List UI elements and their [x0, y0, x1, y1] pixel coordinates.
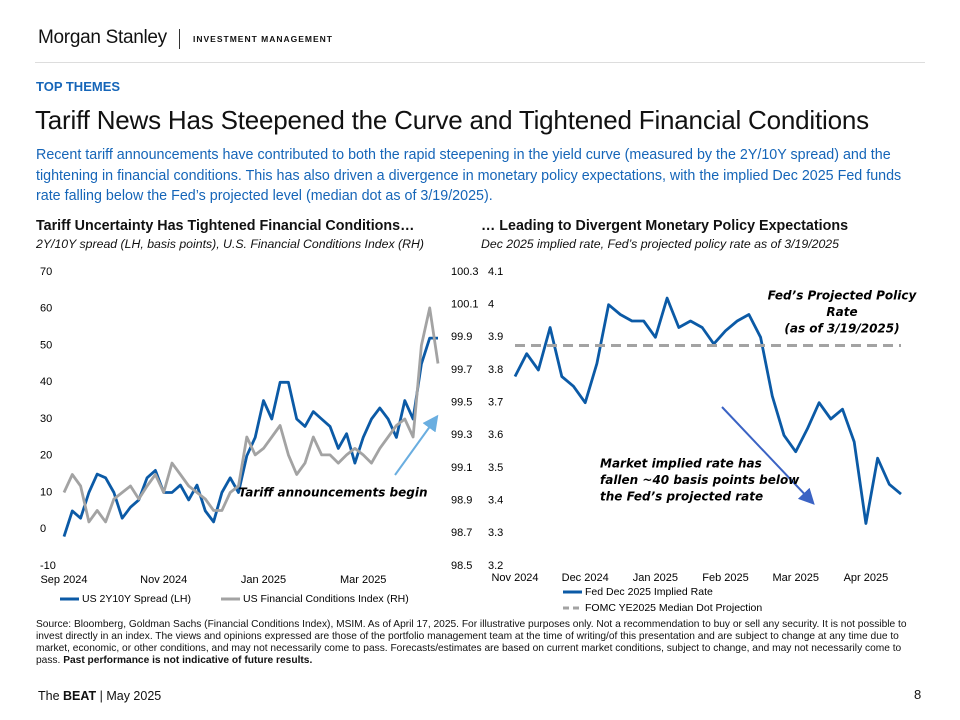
- x-tick-label: Mar 2025: [340, 574, 386, 586]
- x-tick-label: Nov 2024: [491, 572, 538, 584]
- annotation: Tariff announcements begin: [238, 486, 427, 500]
- y2-tick-label: 100.3: [451, 266, 479, 278]
- y2-tick-label: 99.7: [451, 364, 472, 376]
- y-tick-label: 70: [40, 266, 52, 278]
- y-tick-label: 50: [40, 339, 52, 351]
- y-tick-label: 3.2: [488, 560, 503, 572]
- chart-subtitle: Dec 2025 implied rate, Fed’s projected p…: [481, 237, 839, 251]
- y-tick-label: -10: [40, 560, 56, 572]
- annotation: the Fed’s projected rate: [600, 490, 763, 504]
- y-tick-label: 3.7: [488, 397, 503, 409]
- series-line: [62, 306, 440, 524]
- x-tick-label: Jan 2025: [633, 572, 678, 584]
- y2-tick-label: 100.1: [451, 299, 479, 311]
- y2-tick-label: 98.7: [451, 527, 472, 539]
- series-line: [62, 336, 438, 538]
- x-tick-label: Mar 2025: [772, 572, 818, 584]
- chart-title: Tariff Uncertainty Has Tightened Financi…: [36, 218, 415, 234]
- footer-brand: BEAT: [63, 689, 97, 703]
- annotation: Rate: [826, 305, 857, 319]
- x-tick-label: Apr 2025: [844, 572, 889, 584]
- legend-label: Fed Dec 2025 Implied Rate: [585, 586, 713, 598]
- series-line: [513, 296, 902, 525]
- section-label: TOP THEMES: [36, 79, 121, 94]
- intro: Recent tariff announcements have contrib…: [36, 147, 902, 204]
- x-tick-label: Nov 2024: [140, 574, 187, 586]
- annotation-arrow: [394, 414, 439, 476]
- x-tick-label: Sep 2024: [40, 574, 87, 586]
- y-tick-label: 0: [40, 523, 46, 535]
- y2-tick-label: 99.5: [451, 397, 472, 409]
- x-tick-label: Feb 2025: [702, 572, 748, 584]
- header-rule: [35, 62, 925, 63]
- x-tick-label: Jan 2025: [241, 574, 286, 586]
- annotation: (as of 3/19/2025): [784, 322, 899, 336]
- y2-tick-label: 99.1: [451, 462, 472, 474]
- x-tick-label: Dec 2024: [562, 572, 609, 584]
- y2-tick-label: 98.5: [451, 560, 472, 572]
- y-tick-label: 3.5: [488, 462, 503, 474]
- y-tick-label: 3.8: [488, 364, 503, 376]
- footer: The BEAT | May 2025: [38, 689, 161, 703]
- source: Source: Bloomberg, Goldman Sachs (Financ…: [36, 619, 928, 667]
- chart-subtitle: 2Y/10Y spread (LH, basis points), U.S. F…: [36, 237, 424, 251]
- division: INVESTMENT MANAGEMENT: [193, 34, 333, 44]
- slide-title: Tariff News Has Steepened the Curve and …: [35, 105, 869, 135]
- footer-date: | May 2025: [99, 689, 162, 703]
- y-tick-label: 10: [40, 486, 52, 498]
- y-tick-label: 4.1: [488, 266, 503, 278]
- y-tick-label: 3.3: [488, 527, 503, 539]
- legend-label: US Financial Conditions Index (RH): [243, 593, 409, 605]
- page-number: 8: [914, 687, 922, 702]
- source-text: Source: Bloomberg, Goldman Sachs (Financ…: [36, 619, 907, 666]
- annotation: Market implied rate has: [600, 457, 762, 471]
- annotation-arrow: [721, 406, 815, 505]
- y-tick-label: 3.6: [488, 429, 503, 441]
- legend-label: FOMC YE2025 Median Dot Projection: [585, 602, 762, 614]
- y2-tick-label: 98.9: [451, 495, 472, 507]
- y-tick-label: 3.4: [488, 495, 503, 507]
- legend-label: US 2Y10Y Spread (LH): [82, 593, 191, 605]
- y-tick-label: 3.9: [488, 331, 503, 343]
- logo: Morgan Stanley: [38, 27, 167, 48]
- chart-title: … Leading to Divergent Monetary Policy E…: [481, 218, 849, 234]
- annotation: fallen ~40 basis points below: [600, 473, 800, 487]
- y2-tick-label: 99.9: [451, 331, 472, 343]
- y-tick-label: 30: [40, 413, 52, 425]
- logo-divider: [179, 29, 180, 49]
- y-tick-label: 60: [40, 303, 52, 315]
- footer-prefix: The: [38, 689, 60, 703]
- source-bold: Past performance is not indicative of fu…: [63, 655, 313, 666]
- y2-tick-label: 99.3: [451, 429, 472, 441]
- y-tick-label: 20: [40, 450, 52, 462]
- y-tick-label: 4: [488, 299, 494, 311]
- annotation: Fed’s Projected Policy: [768, 289, 918, 303]
- y-tick-label: 40: [40, 376, 52, 388]
